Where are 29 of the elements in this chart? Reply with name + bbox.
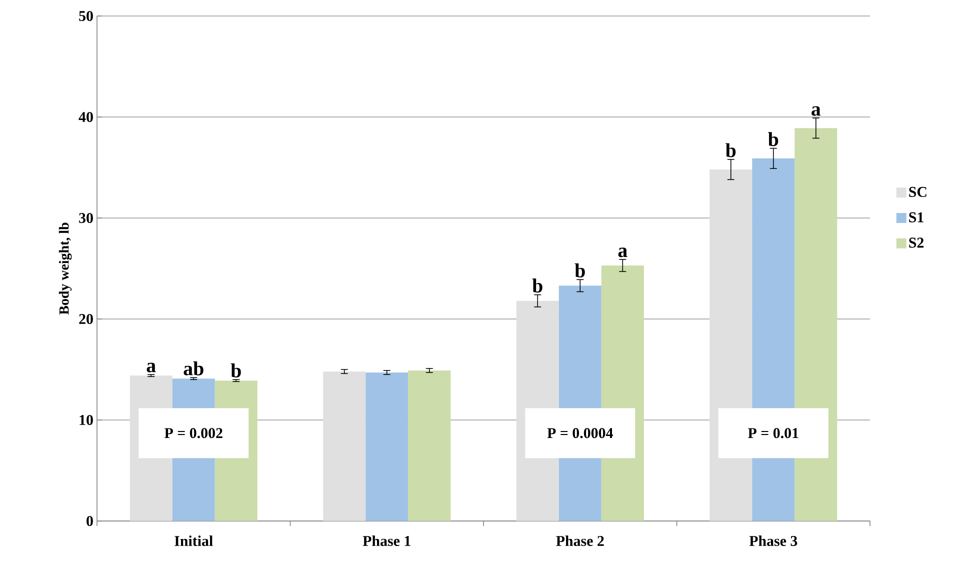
x-tick-label: Phase 1 xyxy=(362,536,410,546)
bar xyxy=(323,372,366,521)
y-tick-label: 0 xyxy=(86,516,93,526)
annotation: b xyxy=(726,143,736,158)
legend-label: S1 xyxy=(909,212,924,222)
annotation: P = 0.01 xyxy=(748,428,798,438)
legend-label: S2 xyxy=(909,238,924,248)
bar xyxy=(366,372,408,521)
y-tick-label: 20 xyxy=(79,314,93,324)
y-tick-label: 10 xyxy=(80,414,93,426)
bar xyxy=(408,370,451,521)
x-tick-label: Phase 3 xyxy=(749,536,798,546)
annotation: P = 0.0004 xyxy=(547,428,613,438)
annotation: b xyxy=(574,263,585,278)
y-tick-label: 40 xyxy=(78,112,93,122)
x-tick-label: Phase 2 xyxy=(556,536,604,546)
y-axis-title: Body weight, lb xyxy=(58,222,72,315)
annotation: a xyxy=(146,362,156,372)
annotation: a xyxy=(618,248,628,258)
x-tick-label: Initial xyxy=(174,536,213,546)
y-tick-label: 50 xyxy=(79,10,93,22)
annotation: b xyxy=(532,278,542,293)
annotation: P = 0.002 xyxy=(164,428,222,438)
annotation: a xyxy=(812,106,821,116)
legend-label: SC xyxy=(909,186,926,197)
annotation: b xyxy=(230,363,241,378)
annotation: ab xyxy=(184,361,204,376)
annotation: b xyxy=(768,132,778,146)
y-tick-label: 30 xyxy=(79,212,93,224)
